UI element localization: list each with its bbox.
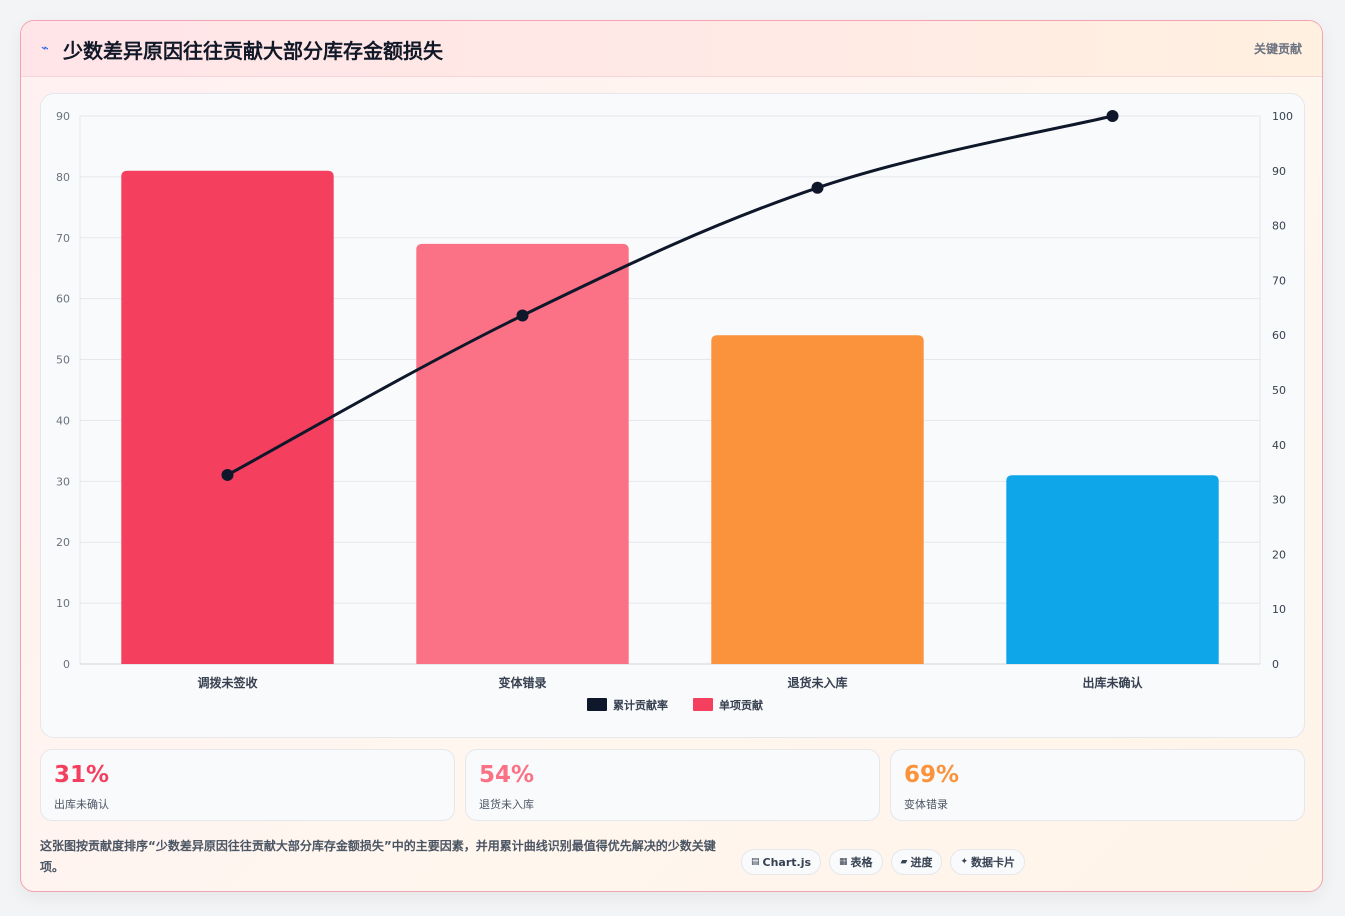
x-tick-label: 调拨未签收: [197, 675, 257, 690]
chip-data-card[interactable]: ✦ 数据卡片: [950, 849, 1026, 875]
y-right-tick-label: 20: [1272, 548, 1286, 561]
legend-swatch: [693, 698, 713, 711]
y-right-tick-label: 90: [1272, 165, 1286, 178]
y-left-tick-label: 50: [56, 354, 70, 367]
chip-table[interactable]: ▦ 表格: [829, 849, 883, 875]
y-right-tick-label: 30: [1272, 494, 1286, 507]
header-tag: 关键贡献: [1253, 42, 1302, 56]
chip-chartjs[interactable]: ▤ Chart.js: [741, 849, 822, 875]
cumulative-line: [226, 114, 1113, 477]
progress-icon: ▰: [900, 857, 908, 867]
y-right-tick-label: 10: [1272, 603, 1286, 616]
stat-value: 69%: [904, 762, 960, 788]
chart-panel: 0 10 20 30 40 50 60 70 80 90 0 10 20 30 40 50 60 70 80 90 10…: [40, 93, 1305, 738]
bar: [121, 170, 334, 665]
y-left-tick-label: 20: [56, 536, 70, 549]
chip-label: 表格: [850, 856, 873, 869]
y-left-tick-label: 80: [56, 171, 70, 184]
pareto-chart: 0 10 20 30 40 50 60 70 80 90 0 10 20 30 40 50 60 70 80 90 10…: [56, 110, 1293, 712]
card-title: 少数差异原因往往贡献大部分库存金额损失: [63, 39, 443, 63]
y-left-tick-label: 60: [56, 293, 70, 306]
stat-card: 69% 变体错录: [890, 749, 1305, 821]
legend-label: 单项贡献: [719, 698, 763, 712]
y-right-tick-label: 50: [1272, 384, 1286, 397]
y-right-tick-label: 40: [1272, 439, 1286, 452]
y-right-tick-label: 60: [1272, 329, 1286, 342]
bar: [1006, 475, 1219, 664]
stat-value: 31%: [54, 762, 110, 788]
stat-label: 变体错录: [904, 798, 948, 811]
stat-value: 54%: [479, 762, 535, 788]
chip-label: 数据卡片: [971, 856, 1016, 869]
tech-chips: ▤ Chart.js ▦ 表格 ▰ 进度 ✦ 数据卡片: [741, 849, 1026, 875]
card-header: ⌁ 少数差异原因往往贡献大部分库存金额损失 关键贡献: [21, 21, 1322, 77]
y-left-tick-label: 90: [56, 110, 70, 123]
cumulative-point: [1106, 110, 1119, 122]
chip-progress[interactable]: ▰ 进度: [890, 849, 943, 875]
bar: [416, 243, 629, 664]
stat-card: 54% 退货未入库: [465, 749, 880, 821]
y-left-tick-label: 30: [56, 475, 70, 488]
cumulative-point: [516, 309, 529, 322]
stat-label: 出库未确认: [54, 798, 109, 811]
y-right-tick-label: 70: [1272, 274, 1286, 287]
x-tick-label: 出库未确认: [1082, 675, 1143, 690]
insight-card: ⌁ 少数差异原因往往贡献大部分库存金额损失 关键贡献 0 10 20 30 40 50 60…: [20, 20, 1323, 892]
cumulative-point: [811, 181, 824, 194]
y-left-tick-label: 10: [56, 597, 70, 610]
y-left-tick-label: 0: [63, 658, 70, 671]
chart-icon: ▤: [751, 857, 760, 867]
stat-card: 31% 出库未确认: [40, 749, 455, 821]
x-tick-label: 退货未入库: [787, 675, 847, 690]
stat-label: 退货未入库: [479, 798, 534, 811]
y-right-tick-label: 80: [1272, 220, 1286, 233]
y-right-tick-label: 0: [1272, 658, 1279, 671]
sparkle-icon: ✦: [960, 857, 969, 867]
bar: [711, 335, 924, 664]
chip-label: 进度: [910, 856, 933, 869]
x-tick-label: 变体错录: [498, 675, 546, 690]
chip-label: Chart.js: [762, 855, 812, 869]
lightning-icon: ⌁: [41, 41, 49, 56]
y-left-tick-label: 40: [56, 414, 70, 427]
cumulative-point: [221, 468, 234, 481]
legend-label: 累计贡献率: [613, 698, 668, 712]
y-right-tick-label: 100: [1272, 110, 1293, 123]
legend-swatch: [587, 698, 607, 711]
table-icon: ▦: [839, 857, 848, 867]
chart-description: 这张图按贡献度排序“少数差异原因往往贡献大部分库存金额损失”中的主要因素，并用累…: [40, 839, 716, 874]
y-left-tick-label: 70: [56, 232, 70, 245]
